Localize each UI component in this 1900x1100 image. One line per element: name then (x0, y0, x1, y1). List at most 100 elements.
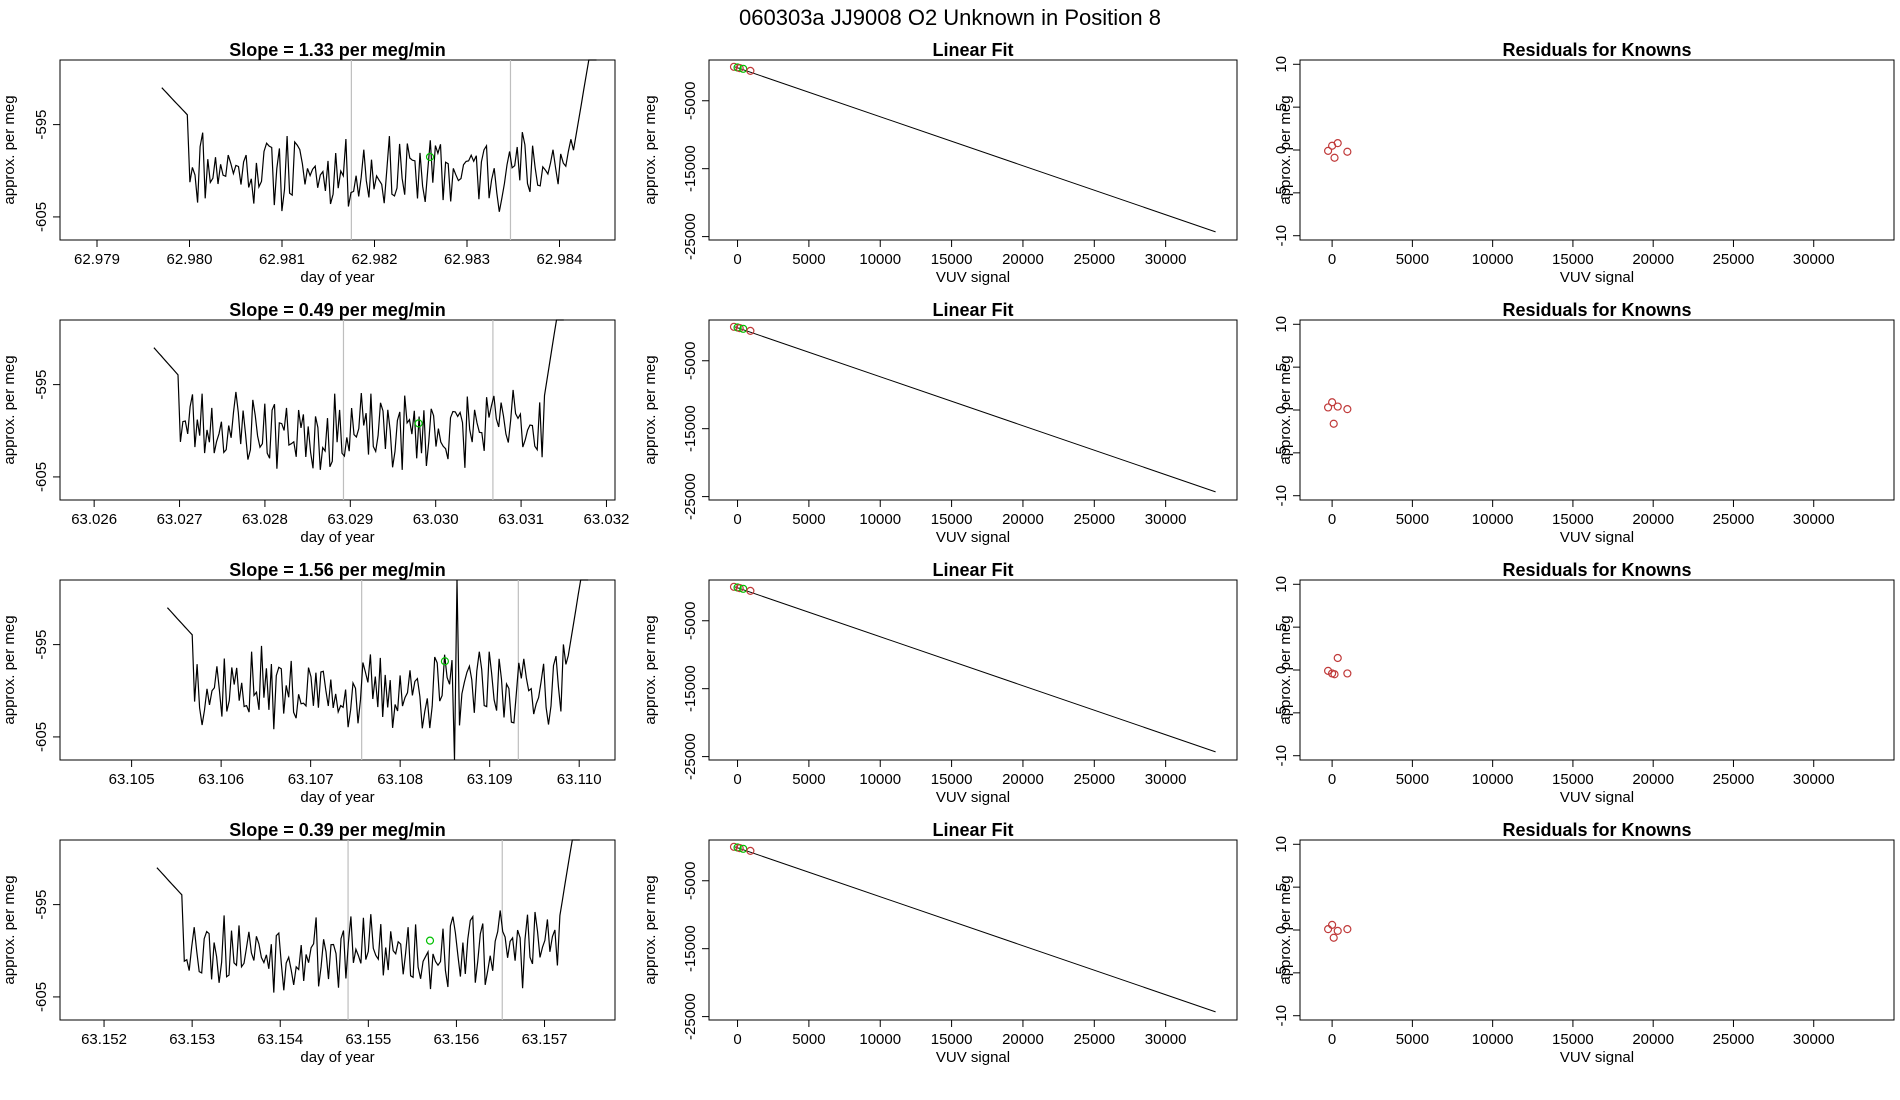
resid-r4-x-tick-label: 15000 (1552, 1031, 1594, 1048)
resid-r4-y-tick-label: -10 (1273, 1005, 1290, 1027)
resid-r3-y-tick-label: -5 (1273, 706, 1290, 719)
fit-r3-x-tick-label: 30000 (1145, 771, 1187, 788)
fit-r4-point (746, 846, 755, 855)
time-r2-plot-frame (59, 319, 616, 501)
fit-r3-point (739, 584, 748, 593)
fit-r1-point (729, 62, 739, 71)
fit-r3-x-label: VUV signal (936, 789, 1010, 806)
resid-r2-plot-frame (1299, 319, 1895, 501)
fit-r1-plot-frame (708, 59, 1238, 241)
fit-r3-y-tick-label: -15000 (682, 665, 699, 712)
resid-r4-x-tick-label: 20000 (1632, 1031, 1674, 1048)
time-r2-x-label: day of year (300, 529, 374, 546)
resid-r4-title: Residuals for Knowns (1502, 820, 1691, 840)
fit-r2-x-tick-label: 25000 (1073, 511, 1115, 528)
page-title: 060303a JJ9008 O2 Unknown in Position 8 (739, 5, 1161, 30)
resid-r4-point (1333, 926, 1342, 935)
resid-r4-x-tick-label: 10000 (1472, 1031, 1514, 1048)
time-r2-x-tick-label: 63.030 (413, 511, 459, 528)
time-r4-trace (156, 839, 580, 993)
time-r3-x-tick-label: 63.110 (557, 771, 602, 788)
time-r3-x-label: day of year (300, 789, 374, 806)
time-r2-unknown-point (414, 419, 423, 428)
time-r3-x-tick-label: 63.109 (467, 771, 513, 788)
resid-r4-point (1328, 920, 1337, 929)
fit-r4-y-tick-label: -15000 (682, 925, 699, 972)
resid-r3-title: Residuals for Knowns (1502, 560, 1691, 580)
fit-r1-fit-line (734, 66, 1216, 233)
fit-r3-fit-line (734, 586, 1216, 753)
time-r4-plot-frame (59, 839, 616, 1021)
resid-r2-point (1323, 403, 1333, 412)
fit-r4-x-tick-label: 5000 (792, 1031, 825, 1048)
resid-r4-x-tick-label: 30000 (1793, 1031, 1835, 1048)
fit-r1-x-tick-label: 10000 (859, 251, 901, 268)
fit-r4-x-tick-label: 25000 (1073, 1031, 1115, 1048)
fit-r3-point (746, 586, 755, 595)
fit-r1-x-tick-label: 5000 (792, 251, 825, 268)
resid-r3-y-label: approx. per meg (1277, 615, 1294, 724)
fit-r1-y-tick-label: -25000 (682, 213, 699, 260)
resid-r1-x-tick-label: 25000 (1713, 251, 1755, 268)
resid-r1-point (1330, 153, 1339, 162)
resid-r2-point (1343, 405, 1352, 414)
resid-r3-point (1333, 653, 1342, 663)
fit-r2-x-tick-label: 10000 (859, 511, 901, 528)
fit-r2-y-label: approx. per meg (642, 355, 659, 464)
resid-r1-y-tick-label: -10 (1273, 225, 1290, 247)
time-r1-x-tick-label: 62.980 (167, 251, 213, 268)
time-r4-x-tick-label: 63.155 (345, 1031, 391, 1048)
fit-r2-point (729, 322, 739, 331)
fit-r2-x-tick-label: 0 (733, 511, 741, 528)
time-r4-x-tick-label: 63.157 (522, 1031, 568, 1048)
fit-r3-y-tick-label: -5000 (682, 602, 699, 640)
fit-r2-y-tick-label: -5000 (682, 342, 699, 380)
resid-r3-x-tick-label: 10000 (1472, 771, 1514, 788)
time-r4-x-tick-label: 63.156 (433, 1031, 479, 1048)
fit-r1-x-tick-label: 0 (733, 251, 741, 268)
resid-r4-point (1343, 925, 1352, 934)
fit-r1-x-tick-label: 30000 (1145, 251, 1187, 268)
resid-r3-x-tick-label: 30000 (1793, 771, 1835, 788)
time-r4-slope-title: Slope = 0.39 per meg/min (229, 820, 446, 840)
fit-r3-y-tick-label: -25000 (682, 733, 699, 780)
fit-r1-x-tick-label: 25000 (1073, 251, 1115, 268)
time-r3-unknown-point (440, 657, 450, 666)
resid-r4-plot-frame (1299, 839, 1895, 1021)
fit-r2-x-tick-label: 15000 (931, 511, 973, 528)
time-r1-x-label: day of year (300, 269, 374, 286)
time-r1-unknown-point (425, 152, 435, 162)
time-r2-y-tick-label: -605 (33, 462, 50, 492)
fit-r2-title: Linear Fit (932, 300, 1013, 320)
time-r1-y-tick-label: -595 (33, 110, 50, 140)
resid-r3-plot-frame (1299, 579, 1895, 761)
time-r1-x-tick-label: 62.979 (74, 251, 120, 268)
fit-r2-x-label: VUV signal (936, 529, 1010, 546)
resid-r3-point (1323, 666, 1333, 675)
fit-r4-plot-frame (708, 839, 1238, 1021)
resid-r2-x-tick-label: 10000 (1472, 511, 1514, 528)
resid-r2-y-label: approx. per meg (1277, 355, 1294, 464)
resid-r1-y-tick-label: 10 (1273, 56, 1290, 73)
fit-r1-y-label: approx. per meg (642, 95, 659, 204)
time-r3-y-tick-label: -595 (33, 630, 50, 660)
time-r3-x-tick-label: 63.105 (109, 771, 155, 788)
fit-r4-x-tick-label: 30000 (1145, 1031, 1187, 1048)
time-r4-x-tick-label: 63.152 (81, 1031, 127, 1048)
time-r1-x-tick-label: 62.981 (259, 251, 305, 268)
resid-r1-x-tick-label: 15000 (1552, 251, 1594, 268)
fit-r2-plot-frame (708, 319, 1238, 501)
time-r1-x-tick-label: 62.982 (352, 251, 398, 268)
resid-r2-y-tick-label: -10 (1273, 485, 1290, 507)
fit-r1-title: Linear Fit (932, 40, 1013, 60)
time-r3-y-label: approx. per meg (1, 615, 18, 724)
fit-r4-x-tick-label: 20000 (1002, 1031, 1044, 1048)
fit-r3-title: Linear Fit (932, 560, 1013, 580)
time-r1-y-label: approx. per meg (1, 95, 18, 204)
fit-r3-x-tick-label: 0 (733, 771, 741, 788)
time-r3-x-tick-label: 63.106 (198, 771, 244, 788)
time-r1-x-tick-label: 62.984 (537, 251, 583, 268)
time-r2-x-tick-label: 63.031 (498, 511, 544, 528)
resid-r3-x-tick-label: 0 (1328, 771, 1336, 788)
